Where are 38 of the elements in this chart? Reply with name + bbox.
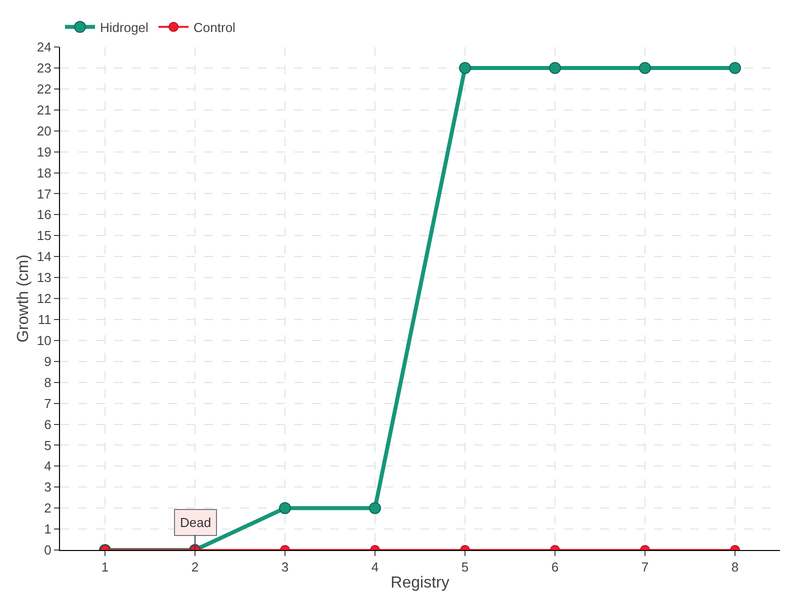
x-tick-label: 3 (281, 560, 289, 575)
x-axis-title: Registry (390, 574, 450, 592)
x-tick-label: 5 (461, 560, 469, 575)
y-tick-label: 1 (44, 522, 52, 537)
y-tick-label: 6 (44, 416, 52, 432)
y-tick-label: 16 (36, 207, 52, 222)
x-tick-label: 1 (101, 560, 109, 575)
y-tick-label: 9 (44, 354, 52, 369)
y-tick-label: 5 (44, 438, 52, 453)
y-axis-title: Growth (cm) (14, 254, 32, 342)
y-tick-label: 23 (36, 60, 52, 76)
y-tick-label: 20 (36, 123, 52, 138)
y-tick-label: 12 (36, 291, 52, 306)
x-tick-label: 8 (731, 560, 739, 575)
y-tick-label: 22 (36, 81, 52, 96)
y-tick-label: 10 (36, 332, 52, 348)
y-tick-label: 21 (36, 102, 52, 118)
y-tick-label: 14 (36, 249, 52, 264)
x-tick-label: 6 (551, 560, 559, 575)
y-tick-label: 18 (36, 165, 52, 180)
y-tick-label: 19 (36, 144, 52, 160)
y-tick-label: 17 (36, 186, 52, 202)
y-tick-label: 8 (44, 374, 52, 390)
y-tick-label: 11 (38, 312, 52, 328)
y-tick-label: 7 (44, 396, 52, 411)
x-tick-label: 7 (641, 560, 649, 575)
annotation: Dead (180, 515, 212, 530)
x-tick-label: 4 (371, 560, 379, 575)
y-tick-label: 15 (36, 228, 52, 244)
y-tick-label: 24 (36, 40, 52, 55)
legend-label: Control (194, 20, 236, 35)
y-tick-label: 0 (44, 542, 52, 558)
y-tick-label: 13 (36, 270, 52, 286)
legend-label: Hidrogel (100, 20, 149, 35)
y-tick-label: 4 (44, 458, 52, 474)
y-tick-label: 2 (44, 500, 52, 516)
y-tick-label: 3 (44, 480, 52, 495)
x-tick-label: 2 (191, 560, 199, 575)
